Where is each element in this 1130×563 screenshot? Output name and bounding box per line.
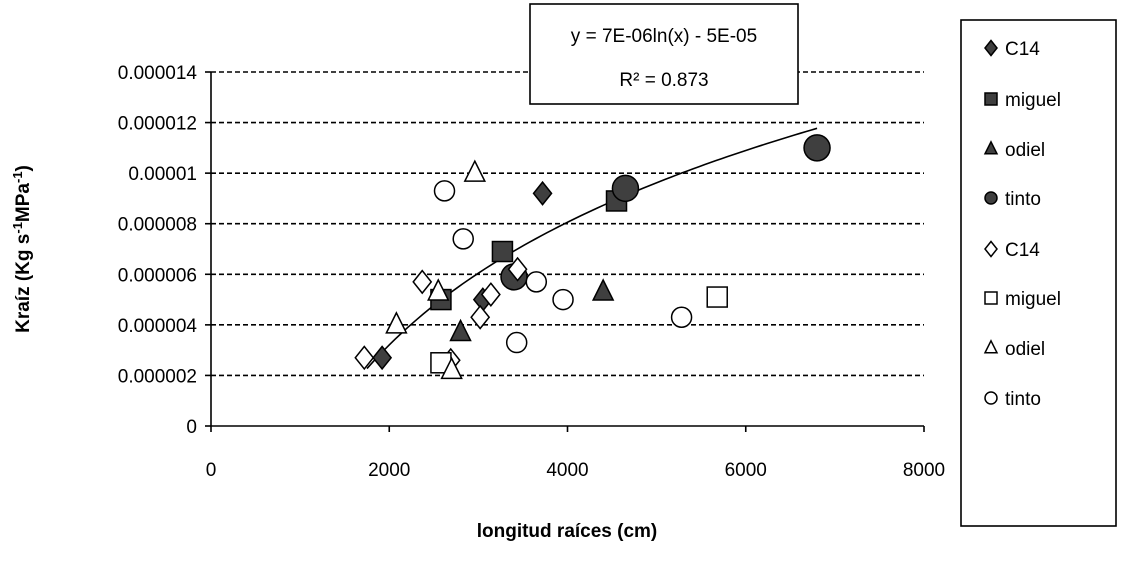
- legend-marker: [984, 191, 998, 205]
- legend-label: C14: [1005, 39, 1040, 60]
- data-point: [385, 311, 408, 334]
- legend-items: C14 miguel odiel tinto C14 miguel odiel tinto: [983, 39, 1061, 410]
- data-point: [552, 288, 574, 311]
- y-tick-label: 0.000014: [118, 63, 198, 84]
- data-point: [491, 240, 514, 263]
- series-hollow-tinto: [433, 180, 693, 354]
- gridlines: [211, 71, 924, 377]
- x-tick-labels: 0 2000 4000 6000 8000: [206, 426, 945, 481]
- data-point: [427, 278, 450, 301]
- legend-item-hollow-tinto: tinto: [984, 389, 1041, 410]
- legend-label: tinto: [1005, 189, 1041, 210]
- data-point: [463, 159, 487, 182]
- legend-marker: [984, 291, 998, 305]
- data-point: [532, 180, 553, 206]
- data-point: [480, 282, 501, 307]
- equation-box-frame: [529, 3, 799, 105]
- legend-label: miguel: [1005, 90, 1061, 111]
- legend-label: odiel: [1005, 339, 1045, 360]
- trendline-equation: y = 7E-06ln(x) - 5E-05: [571, 26, 757, 47]
- axes: [210, 72, 924, 427]
- y-axis-title-pre: Kraíz (Kg s: [13, 234, 34, 333]
- legend-item-filled-C14: C14: [984, 39, 1040, 60]
- y-tick-label: 0: [186, 417, 197, 438]
- y-tick-labels: 0 0.000002 0.000004 0.000006 0.000008 0.00001…: [118, 63, 211, 438]
- series-hollow-odiel: [385, 159, 487, 380]
- data-point: [611, 174, 640, 203]
- x-axis-title: longitud raíces (cm): [477, 521, 658, 542]
- legend-marker: [984, 92, 998, 106]
- legend-marker: [983, 339, 999, 354]
- series-filled-odiel: [449, 278, 615, 342]
- trendline-group: [366, 127, 818, 370]
- data-point: [591, 278, 615, 301]
- y-tick-label: 0.00001: [128, 164, 197, 185]
- legend-item-filled-miguel: miguel: [984, 90, 1061, 111]
- data-point: [803, 134, 831, 162]
- data-point: [507, 256, 528, 282]
- trendline-r-squared: R² = 0.873: [619, 70, 708, 91]
- data-point: [354, 345, 375, 371]
- data-point: [470, 304, 491, 330]
- data-points: [354, 134, 831, 380]
- y-axis-title-sup2: -1: [10, 171, 25, 183]
- data-point: [706, 286, 728, 308]
- legend-item-hollow-miguel: miguel: [984, 289, 1061, 310]
- legend-item-hollow-odiel: odiel: [983, 339, 1045, 360]
- data-point: [440, 356, 463, 380]
- data-point: [452, 228, 474, 250]
- y-axis-title-post: ): [13, 165, 34, 171]
- y-tick-label: 0.000002: [118, 366, 197, 387]
- x-tick-label: 4000: [546, 460, 588, 481]
- equation-box: y = 7E-06ln(x) - 5E-05 R² = 0.873: [529, 3, 799, 105]
- data-point: [449, 318, 472, 342]
- x-tick-label: 6000: [725, 460, 767, 481]
- y-tick-label: 0.000012: [118, 114, 197, 135]
- legend-label: C14: [1005, 240, 1040, 261]
- legend-item-filled-odiel: odiel: [983, 140, 1045, 161]
- legend-item-filled-tinto: tinto: [984, 189, 1041, 210]
- series-hollow-miguel: [430, 286, 728, 374]
- series-filled-tinto: [500, 134, 831, 291]
- x-tick-label: 8000: [903, 460, 945, 481]
- legend-marker: [984, 240, 998, 258]
- legend-marker: [983, 140, 999, 155]
- data-point: [412, 269, 433, 295]
- legend-label: odiel: [1005, 140, 1045, 161]
- y-tick-label: 0.000004: [118, 316, 198, 337]
- x-tick-label: 2000: [368, 460, 410, 481]
- trendline: [366, 127, 818, 370]
- data-point: [505, 331, 528, 354]
- legend-label: miguel: [1005, 289, 1061, 310]
- y-axis-title-sup1: -1: [10, 222, 25, 234]
- data-point: [525, 271, 548, 293]
- legend-label: tinto: [1005, 389, 1041, 410]
- y-axis-title-mid: MPa: [13, 183, 34, 223]
- y-tick-label: 0.000006: [118, 265, 197, 286]
- x-tick-label: 0: [206, 460, 217, 481]
- legend-item-hollow-C14: C14: [984, 240, 1040, 261]
- y-tick-label: 0.000008: [118, 215, 197, 236]
- y-axis-title: Kraíz (Kg s-1MPa-1): [10, 165, 34, 333]
- legend-marker: [984, 39, 998, 57]
- data-point: [372, 345, 393, 371]
- legend: C14 miguel odiel tinto C14 miguel odiel tinto: [960, 19, 1117, 527]
- data-point: [670, 306, 693, 329]
- legend-marker: [984, 391, 998, 405]
- data-point: [433, 180, 456, 202]
